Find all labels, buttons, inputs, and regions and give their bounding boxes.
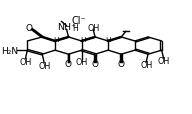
Text: H: H [105,36,111,42]
Text: OH: OH [19,57,31,66]
Text: O: O [92,60,98,69]
Text: OH: OH [140,61,152,69]
Text: O: O [65,60,72,69]
Text: H: H [80,36,85,42]
Text: Cl⁻: Cl⁻ [71,16,86,26]
Text: O: O [118,60,125,69]
Text: OH: OH [157,57,170,65]
Text: OH: OH [38,61,50,70]
Text: H: H [53,36,59,42]
Text: O: O [25,23,32,32]
Text: OH: OH [75,57,88,66]
Text: H₂N: H₂N [1,46,18,55]
Text: OH: OH [87,24,99,33]
Text: NH⁺: NH⁺ [57,23,76,32]
Text: H: H [72,24,78,33]
